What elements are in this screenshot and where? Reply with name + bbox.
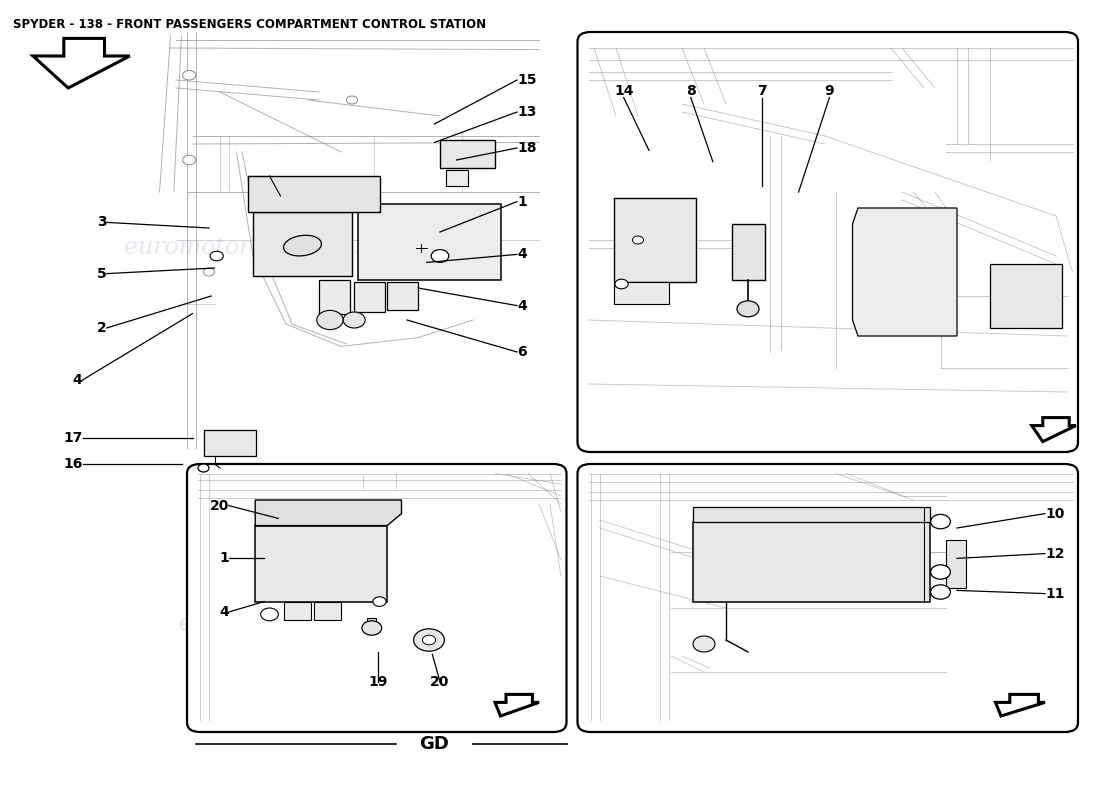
Bar [253, 212, 352, 276]
Bar [693, 507, 930, 522]
Text: 4: 4 [517, 247, 527, 262]
Text: 4: 4 [73, 373, 82, 387]
Bar [614, 282, 669, 304]
Circle shape [931, 585, 950, 599]
Text: 2: 2 [97, 321, 107, 335]
Text: 14: 14 [614, 84, 634, 98]
Bar [440, 140, 495, 168]
Polygon shape [33, 38, 130, 88]
Circle shape [343, 312, 365, 328]
Text: euromotor: euromotor [355, 613, 481, 635]
Circle shape [693, 636, 715, 652]
Polygon shape [852, 208, 957, 336]
Text: GD: GD [419, 735, 450, 753]
Text: SPYDER - 138 - FRONT PASSENGERS COMPARTMENT CONTROL STATION: SPYDER - 138 - FRONT PASSENGERS COMPARTM… [13, 18, 486, 30]
Bar [358, 204, 500, 280]
Polygon shape [495, 694, 539, 716]
Text: euromotor: euromotor [872, 613, 998, 635]
Circle shape [346, 96, 358, 104]
Text: 20: 20 [430, 674, 450, 689]
Text: 4: 4 [517, 298, 527, 313]
Text: 7: 7 [758, 84, 767, 98]
Text: 1: 1 [517, 194, 527, 209]
Bar [946, 540, 966, 588]
Circle shape [317, 310, 343, 330]
Circle shape [204, 268, 214, 276]
Circle shape [931, 565, 950, 579]
Text: 17: 17 [63, 431, 82, 446]
Bar [387, 282, 418, 310]
Bar [319, 280, 350, 314]
Circle shape [261, 608, 278, 621]
Text: 15: 15 [517, 73, 537, 87]
Bar [314, 602, 341, 620]
Polygon shape [255, 500, 402, 526]
Bar [354, 282, 385, 312]
Text: euromotor: euromotor [685, 261, 811, 283]
Text: 18: 18 [517, 141, 537, 155]
Text: 13: 13 [517, 105, 537, 119]
Bar [990, 264, 1062, 328]
FancyBboxPatch shape [578, 32, 1078, 452]
Bar [204, 430, 256, 456]
Text: 10: 10 [1045, 506, 1065, 521]
Polygon shape [996, 694, 1045, 716]
FancyBboxPatch shape [187, 464, 566, 732]
Text: 12: 12 [1045, 546, 1065, 561]
Text: 1: 1 [219, 551, 229, 566]
Bar [248, 176, 380, 212]
Circle shape [931, 514, 950, 529]
Circle shape [422, 635, 436, 645]
Text: 4: 4 [219, 605, 229, 619]
Text: euromotor: euromotor [872, 261, 998, 283]
Bar [367, 618, 376, 632]
Bar [284, 602, 311, 620]
Text: euromotor: euromotor [333, 237, 459, 259]
Text: euromotor: euromotor [124, 237, 250, 259]
Circle shape [183, 70, 196, 80]
Circle shape [431, 250, 449, 262]
Bar [732, 224, 764, 280]
Circle shape [183, 155, 196, 165]
Circle shape [737, 301, 759, 317]
Bar [255, 526, 387, 602]
Text: 20: 20 [209, 498, 229, 513]
Text: 6: 6 [517, 345, 527, 359]
Bar [614, 198, 696, 282]
Text: 3: 3 [97, 215, 107, 230]
Circle shape [615, 279, 628, 289]
Text: 19: 19 [368, 674, 388, 689]
Text: 16: 16 [63, 457, 82, 471]
Circle shape [210, 251, 223, 261]
Text: euromotor: euromotor [179, 613, 305, 635]
Circle shape [362, 621, 382, 635]
Text: 8: 8 [686, 84, 695, 98]
Text: 11: 11 [1045, 586, 1065, 601]
Circle shape [632, 236, 644, 244]
Polygon shape [1032, 418, 1076, 442]
Ellipse shape [284, 235, 321, 256]
Text: 9: 9 [825, 84, 834, 98]
Circle shape [198, 464, 209, 472]
Bar [693, 522, 930, 602]
Text: 5: 5 [97, 266, 107, 281]
Circle shape [414, 629, 444, 651]
FancyBboxPatch shape [578, 464, 1078, 732]
Bar [446, 170, 468, 186]
Text: euromotor: euromotor [685, 613, 811, 635]
Circle shape [373, 597, 386, 606]
